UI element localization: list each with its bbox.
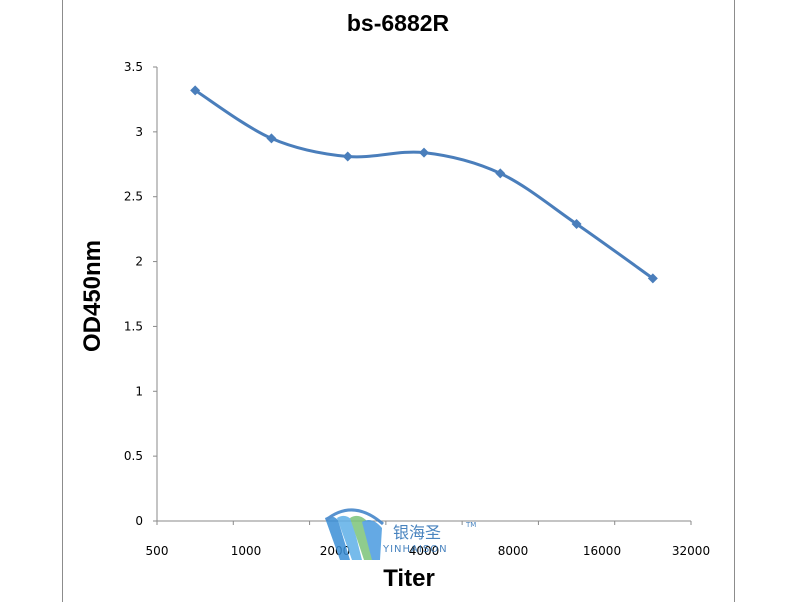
x-axis-title: Titer bbox=[383, 565, 435, 592]
watermark-tm: TM bbox=[465, 521, 476, 529]
data-point-marker bbox=[190, 85, 201, 96]
x-tick-label: 32000 bbox=[672, 544, 710, 558]
y-tick-label: 2 bbox=[135, 255, 143, 269]
logo-mark-icon bbox=[325, 508, 384, 560]
x-tick-label: 16000 bbox=[583, 544, 621, 558]
data-point-marker bbox=[647, 273, 658, 284]
series-od450 bbox=[190, 85, 658, 284]
data-point-marker bbox=[571, 218, 582, 229]
watermark-subtext: YINHAISON bbox=[382, 544, 448, 555]
y-tick-label: 3.5 bbox=[124, 60, 143, 74]
y-tick-label: 3 bbox=[135, 125, 143, 139]
data-point-marker bbox=[419, 147, 429, 158]
data-point-marker bbox=[266, 133, 277, 144]
x-tick-label: 1000 bbox=[231, 544, 262, 558]
watermark-text: 银海圣 bbox=[393, 523, 441, 542]
y-tick-label: 1 bbox=[135, 384, 143, 398]
y-tick-label: 0 bbox=[135, 514, 143, 528]
y-tick-label: 2.5 bbox=[124, 190, 143, 204]
data-point-marker bbox=[495, 168, 506, 179]
data-point-marker bbox=[342, 151, 353, 162]
x-tick-label: 4000 bbox=[409, 544, 440, 558]
chart-frame bbox=[62, 0, 735, 602]
x-tick-label: 500 bbox=[146, 544, 169, 558]
x-tick-label: 8000 bbox=[498, 544, 529, 558]
y-tick-label: 0.5 bbox=[124, 449, 143, 463]
chart-title: bs-6882R bbox=[347, 10, 450, 36]
y-tick-label: 1.5 bbox=[124, 319, 143, 333]
y-tick-labels: 0 0.5 1 1.5 2 2.5 3 3.5 bbox=[124, 60, 157, 528]
y-axis-title: OD450nm bbox=[79, 240, 106, 352]
watermark-logo: 银海圣 YINHAISON TM bbox=[325, 508, 476, 560]
series-line bbox=[194, 89, 654, 280]
